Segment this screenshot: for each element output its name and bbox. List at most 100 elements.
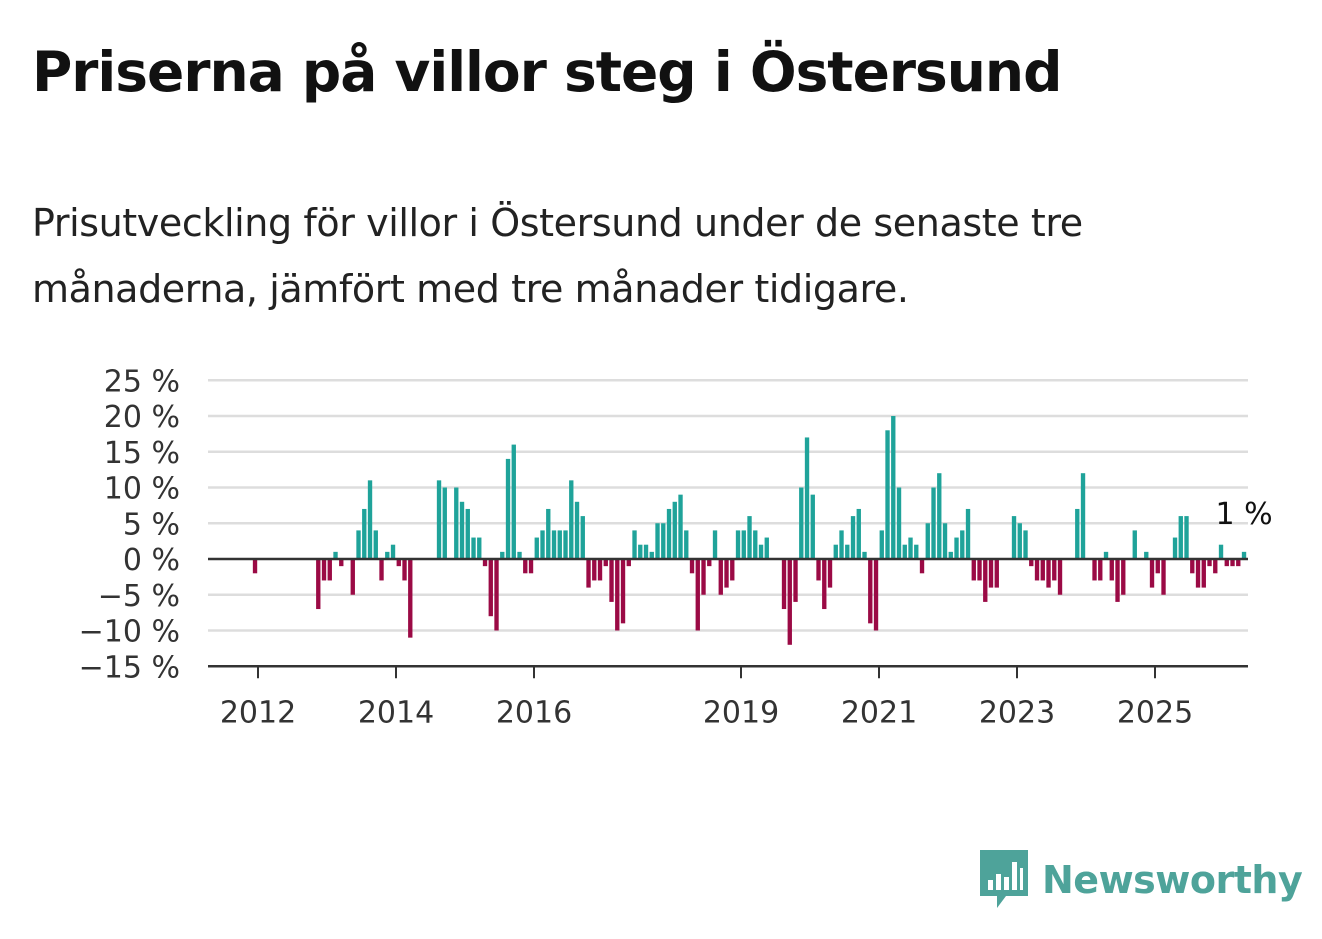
bar [1046,559,1051,588]
bar [603,559,608,567]
bar [574,501,580,559]
bar [356,530,361,559]
bar [638,544,643,559]
bar [649,551,654,559]
bar [1115,559,1120,602]
y-tick-label: −10 % [79,615,180,650]
last-value-label: 1 % [1216,497,1273,532]
bar [454,487,459,559]
bar [741,530,746,559]
y-tick-label: 10 % [104,472,180,507]
bar [528,559,534,574]
bar [563,530,568,559]
bar [1029,559,1034,567]
x-tick-label: 2025 [1117,695,1193,730]
bar [799,487,804,559]
bar [1057,559,1063,595]
bar [1207,559,1212,567]
bar [988,559,994,588]
y-tick-label: −5 % [98,579,180,614]
grid-lines [208,379,1248,632]
bar [856,508,861,559]
bar [1241,551,1247,559]
y-axis-labels: 25 %20 %15 %10 %5 %0 %−5 %−10 %−15 % [79,364,180,685]
bar [333,551,338,559]
x-tick-label: 2012 [220,695,296,730]
bar [764,537,769,559]
bar [580,516,585,559]
bar [1103,551,1109,559]
x-tick-label: 2021 [841,695,917,730]
bar [689,559,695,574]
bar [500,551,505,559]
newsworthy-logo-icon [980,850,1028,908]
bar [339,559,344,567]
bar [1218,544,1224,559]
bar [1161,559,1166,595]
bar [1121,559,1126,595]
bar [707,559,712,567]
bar [373,530,378,559]
bar [781,559,787,610]
bar [1172,537,1178,559]
bar [1109,559,1114,581]
bar [1195,559,1201,588]
bar [712,530,718,559]
newsworthy-logo: Newsworthy [980,850,1303,910]
bar [511,444,516,559]
bar [1052,559,1057,581]
bar [615,559,620,631]
bar [666,508,672,559]
bar [925,523,930,559]
bar [977,559,982,581]
bar [793,559,798,602]
bar [609,559,614,602]
bar [1224,559,1229,567]
bar [1011,516,1017,559]
y-tick-label: 15 % [104,436,180,471]
bar [661,523,666,559]
bar [862,551,867,559]
bar [1092,559,1097,581]
bar [436,480,442,559]
bar [747,516,752,559]
bar [396,559,401,567]
bar [557,530,562,559]
bar [954,537,959,559]
y-tick-label: 5 % [123,507,180,542]
bar [1080,473,1086,559]
bar [810,494,815,559]
bar [626,559,631,567]
bar [367,480,373,559]
bar [546,508,551,559]
bar [937,473,942,559]
bar [494,559,499,631]
bar [1213,559,1218,574]
bar [442,487,447,559]
bar [1040,559,1045,581]
bar [569,480,574,559]
bar [1155,559,1160,574]
bar [1184,516,1189,559]
bar [408,559,413,638]
bar [684,530,689,559]
bar [459,501,465,559]
bar [327,559,332,581]
bar [620,559,626,624]
chart-subtitle: Prisutveckling för villor i Östersund un… [32,201,1083,311]
bar [735,530,741,559]
bar [477,537,482,559]
y-tick-label: 20 % [104,400,180,435]
bar [753,530,758,559]
bar [678,494,683,559]
bar [471,537,476,559]
bar [833,544,838,559]
bar [822,559,827,610]
x-tick-label: 2023 [979,695,1055,730]
bar [850,516,856,559]
bar [597,559,603,581]
bar [960,530,965,559]
bar [983,559,988,602]
bar [316,559,321,610]
